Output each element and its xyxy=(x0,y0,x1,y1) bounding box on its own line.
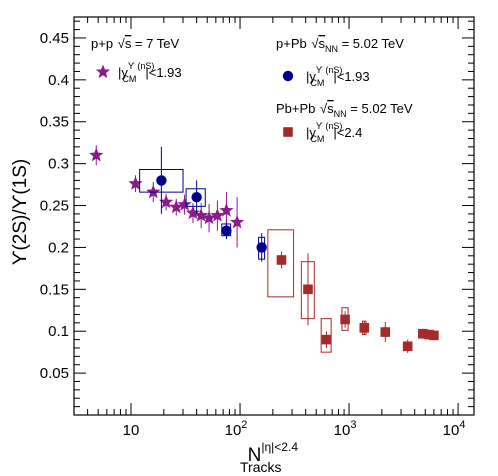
y-tick-labels: 0.05 0.1 0.15 0.2 0.25 0.3 0.35 0.4 0.45 xyxy=(40,30,69,382)
square-marker xyxy=(340,314,350,325)
star-marker xyxy=(128,176,143,190)
svg-text:|yϒ (nS)CM|<1.93: |yϒ (nS) CM |<1.93 xyxy=(118,61,182,84)
y-tick-label: 0.05 xyxy=(40,365,69,382)
systematic-box xyxy=(267,229,295,298)
square-marker xyxy=(359,323,370,333)
circle-marker xyxy=(191,191,202,203)
circle-marker xyxy=(156,175,167,186)
star-marker xyxy=(169,199,184,214)
y-tick-label: 0.45 xyxy=(40,30,69,47)
y-tick-label: 0.1 xyxy=(48,323,69,340)
series-circle xyxy=(139,146,267,262)
legend-marker-star xyxy=(95,64,111,79)
square-marker xyxy=(418,328,428,339)
data-marks xyxy=(89,145,439,353)
svg-text:p+p √s = 7 TeV: p+p √s = 7 TeV xyxy=(91,36,179,51)
star-marker xyxy=(159,194,174,209)
star-marker xyxy=(194,208,209,222)
circle-marker xyxy=(282,70,294,82)
legend-pp: p+p √s = 7 TeV |yϒ (nS) CM |<1.93 xyxy=(91,36,182,84)
y-tick-label: 0.25 xyxy=(40,198,69,215)
axis-ticks xyxy=(73,17,474,415)
svg-text:p+Pb √sNN = 5.02 TeV: p+Pb √sNN = 5.02 TeV xyxy=(276,36,404,54)
y-tick-label: 0.2 xyxy=(48,239,69,256)
square-marker xyxy=(429,330,439,341)
star-marker xyxy=(95,64,111,79)
star-marker xyxy=(89,147,104,162)
square-marker xyxy=(303,284,313,295)
star-marker xyxy=(177,197,192,211)
y-axis-title: ϒ(2S)/ϒ(1S) xyxy=(10,159,31,265)
star-marker xyxy=(146,184,161,199)
y-tick-label: 0.15 xyxy=(40,281,69,298)
y-tick-label: 0.3 xyxy=(48,156,69,173)
x-tick-label: 10 xyxy=(123,422,140,439)
svg-text:Pb+Pb √sNN = 5.02 TeV: Pb+Pb √sNN = 5.02 TeV xyxy=(276,101,413,119)
square-marker xyxy=(424,329,434,340)
star-marker xyxy=(219,203,234,217)
plot-frame xyxy=(73,16,475,416)
star-marker xyxy=(210,208,225,222)
y-tick-label: 0.35 xyxy=(40,114,69,131)
legend-ppb: p+Pb √sNN = 5.02 TeV |yϒ (nS) CM |<1.93 xyxy=(276,36,404,88)
y-tick-label: 0.4 xyxy=(48,72,69,89)
star-marker xyxy=(229,214,245,229)
legend-pbpb: Pb+Pb √sNN = 5.02 TeV |yϒ (nS) CM |<2.4 xyxy=(276,101,413,144)
square-marker xyxy=(402,341,413,352)
legend-marker-circle xyxy=(282,70,294,82)
square-marker xyxy=(321,334,332,345)
svg-text:|yϒ (nS)CM|<1.93: |yϒ (nS) CM |<1.93 xyxy=(306,65,370,88)
square-marker xyxy=(380,327,391,337)
square-marker xyxy=(283,127,293,137)
x-tick-label: 102 xyxy=(225,419,248,439)
circle-marker xyxy=(221,225,232,236)
star-marker xyxy=(185,205,201,220)
x-tick-label: 103 xyxy=(334,419,357,439)
x-axis-title: N|η|<2.4 Tracks xyxy=(240,440,298,475)
series-star xyxy=(89,145,245,248)
square-marker xyxy=(276,255,287,265)
svg-text:|yϒ (nS)CM|<2.4: |yϒ (nS) CM |<2.4 xyxy=(306,121,362,144)
systematic-box xyxy=(185,188,206,207)
x-tick-labels: 10 102 103 104 xyxy=(123,419,466,439)
legend-marker-square xyxy=(283,127,293,137)
star-marker xyxy=(201,210,217,225)
series-square xyxy=(267,229,439,353)
x-tick-label: 104 xyxy=(443,419,466,439)
circle-marker xyxy=(256,242,267,253)
